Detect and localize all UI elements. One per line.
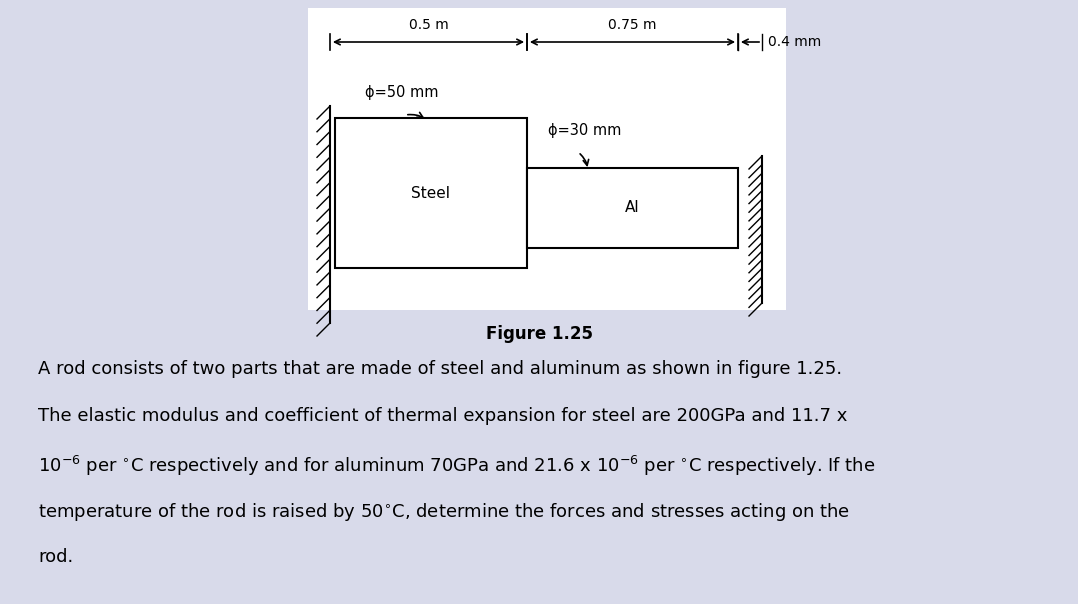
Bar — [308, 8, 786, 310]
Text: $10^{-6}$ per $^{\circ}$C respectively and for aluminum 70GPa and 21.6 x $10^{-6: $10^{-6}$ per $^{\circ}$C respectively a… — [38, 454, 875, 478]
Bar — [527, 168, 738, 248]
Bar — [335, 118, 527, 268]
Text: Figure 1.25: Figure 1.25 — [486, 325, 594, 343]
Text: 0.75 m: 0.75 m — [608, 18, 657, 32]
Text: rod.: rod. — [38, 548, 73, 566]
Text: The elastic modulus and coefficient of thermal expansion for steel are 200GPa an: The elastic modulus and coefficient of t… — [38, 407, 847, 425]
Text: ϕ=50 mm: ϕ=50 mm — [365, 86, 439, 100]
Text: temperature of the rod is raised by $50^{\circ}$C, determine the forces and stre: temperature of the rod is raised by $50^… — [38, 501, 851, 523]
Text: ϕ=30 mm: ϕ=30 mm — [548, 123, 621, 138]
Text: 0.4 mm: 0.4 mm — [768, 35, 821, 49]
Text: Al: Al — [625, 201, 640, 216]
Text: A rod consists of two parts that are made of steel and aluminum as shown in figu: A rod consists of two parts that are mad… — [38, 360, 842, 378]
Text: Steel: Steel — [412, 185, 451, 201]
Text: 0.5 m: 0.5 m — [409, 18, 448, 32]
